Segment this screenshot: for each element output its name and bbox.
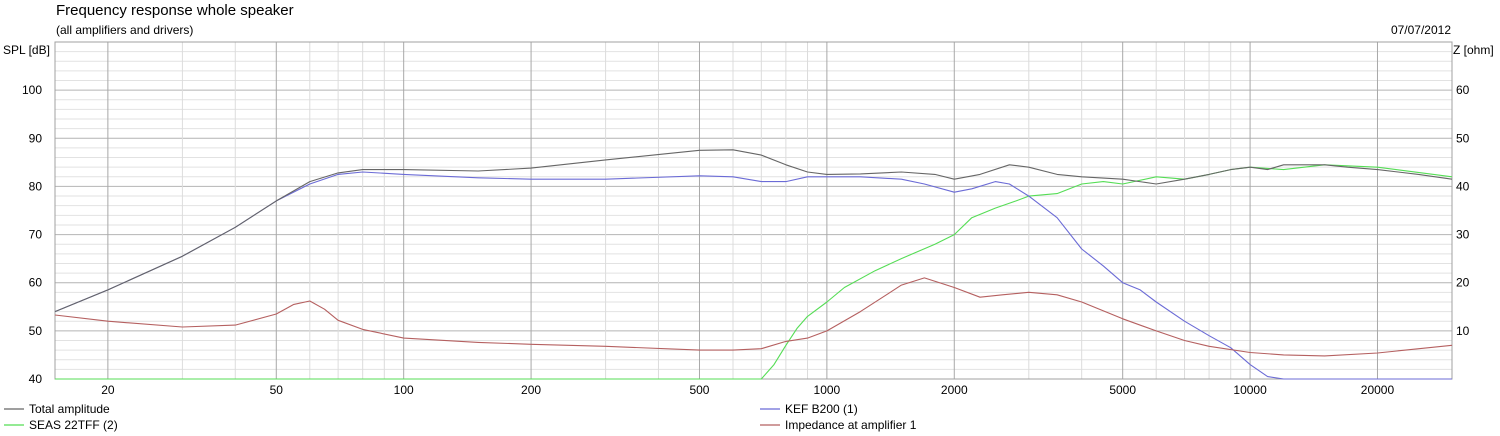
series-layer — [54, 149, 1453, 380]
y-tick-label: 50 — [29, 324, 43, 338]
y-tick-label: 100 — [22, 83, 42, 97]
legend-label: KEF B200 (1) — [785, 402, 858, 416]
y-tick-label: 70 — [29, 228, 43, 242]
y-tick-label: 80 — [29, 179, 43, 193]
x-tick-label: 20 — [101, 383, 115, 397]
x-tick-label: 1000 — [814, 383, 841, 397]
y-axis-label: SPL [dB] — [3, 43, 50, 57]
legend-label: Impedance at amplifier 1 — [785, 418, 917, 432]
series-line-kef-b200-1 — [54, 171, 1452, 380]
legend-label: Total amplitude — [29, 402, 110, 416]
y-tick-label: 60 — [29, 276, 43, 290]
y-tick-label: 90 — [29, 131, 43, 145]
x-tick-label: 500 — [689, 383, 709, 397]
axis-layer: SPL [dB] Z [ohm] 20 50 100 200 500 1000 2000 50… — [3, 43, 1494, 397]
plot-frame — [54, 41, 1453, 380]
x-tick-label: 10000 — [1233, 383, 1267, 397]
y2-tick-label: 50 — [1456, 131, 1470, 145]
y2-tick-label: 30 — [1456, 228, 1470, 242]
x-tick-label: 5000 — [1109, 383, 1136, 397]
y2-axis-label: Z [ohm] — [1453, 43, 1494, 57]
x-tick-label: 100 — [394, 383, 414, 397]
series-line-total-amplitude — [54, 149, 1453, 313]
x-tick-label: 2000 — [941, 383, 968, 397]
series-line-impedance-at-amplifier-1 — [54, 277, 1453, 357]
series-line-seas-22tff-2 — [55, 164, 1453, 380]
x-tick-label: 50 — [270, 383, 284, 397]
chart-date: 07/07/2012 — [1390, 23, 1451, 37]
y2-tick-label: 60 — [1456, 83, 1470, 97]
grid-layer — [54, 41, 1453, 380]
chart-subtitle: (all amplifiers and drivers) — [56, 23, 194, 37]
chart-title: Frequency response whole speaker — [56, 2, 294, 19]
x-tick-label: 200 — [521, 383, 541, 397]
legend-label: SEAS 22TFF (2) — [29, 418, 118, 432]
x-tick-label: 20000 — [1361, 383, 1395, 397]
y2-tick-label: 10 — [1456, 324, 1470, 338]
legend: Total amplitude SEAS 22TFF (2) KEF B200 (1… — [4, 402, 917, 432]
y2-tick-label: 40 — [1456, 179, 1470, 193]
y2-tick-label: 20 — [1456, 276, 1470, 290]
y-tick-label: 40 — [29, 372, 43, 386]
